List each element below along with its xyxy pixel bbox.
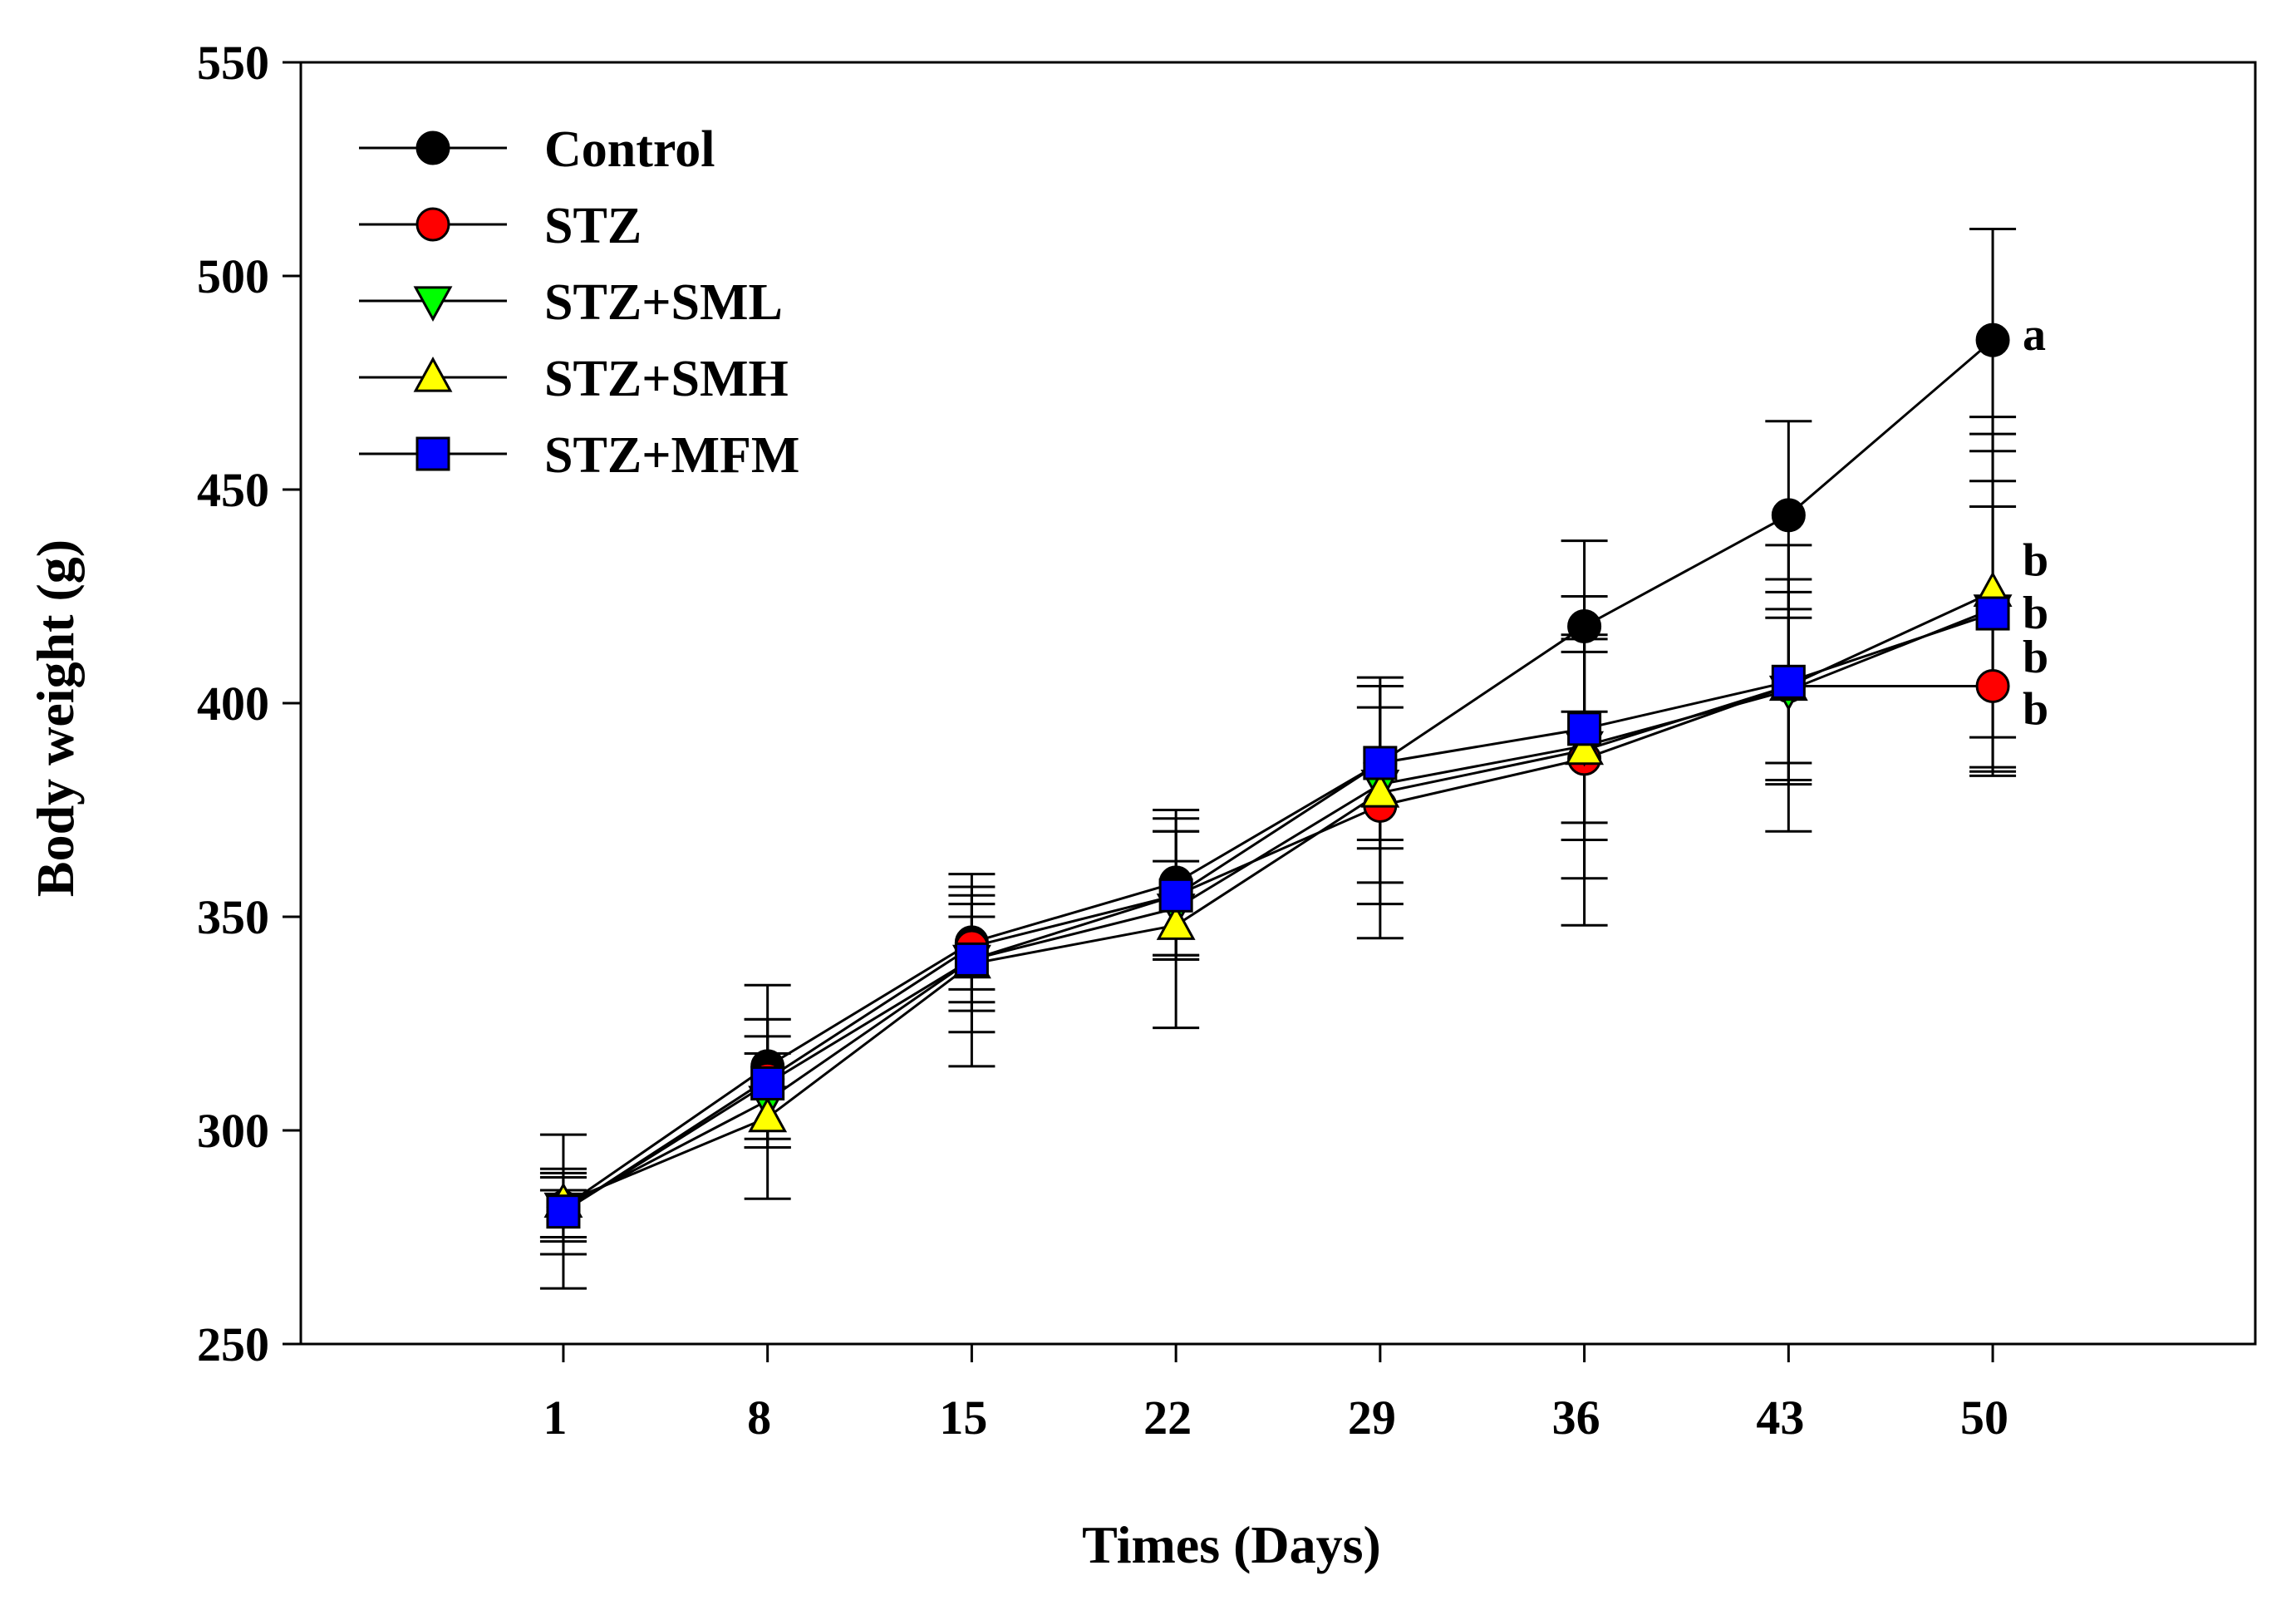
x-tick-label: 43: [1756, 1391, 1804, 1445]
x-tick-label: 8: [747, 1391, 771, 1445]
legend-label-control: Control: [544, 121, 715, 178]
legend-label-stz-mfm: STZ+MFM: [544, 427, 799, 484]
y-tick-label: 500: [197, 249, 269, 303]
significance-label: b: [2023, 632, 2048, 683]
legend-marker-stz-sml: [413, 286, 453, 322]
data-point-control: [1771, 498, 1806, 533]
legend-label-stz: STZ: [544, 198, 642, 254]
data-point-stz-smh: [1156, 904, 1196, 940]
series-lines: [563, 338, 1994, 1213]
x-tick-label: 29: [1348, 1391, 1396, 1445]
plot-frame: [299, 61, 2257, 1346]
data-point-stz-smh: [1565, 729, 1605, 766]
data-point-stz-mfm: [954, 942, 989, 977]
axes: 250 300 350 400 450 500 550 1 8 15 22 29 36 43 50: [197, 36, 2257, 1445]
data-point-stz-mfm: [1363, 746, 1398, 780]
legend-label-stz-smh: STZ+SMH: [544, 351, 789, 407]
legend-marker-stz-mfm: [415, 436, 450, 471]
y-tick-label: 450: [197, 463, 269, 517]
x-tick-label: 22: [1143, 1391, 1192, 1445]
data-point-control: [1975, 322, 2010, 357]
legend-marker-stz-smh: [413, 357, 453, 392]
y-tick-label: 300: [197, 1104, 269, 1158]
legend-label-stz-sml: STZ+SML: [544, 274, 783, 331]
x-tick-label: 50: [1960, 1391, 2008, 1445]
series-markers: [543, 322, 2013, 1229]
data-point-stz-mfm: [546, 1194, 581, 1229]
data-point-stz-smh: [1360, 771, 1400, 808]
legend-marker-control: [415, 130, 450, 165]
legend: Control STZ STZ+SML STZ+SMH STZ+MFM: [359, 121, 799, 484]
y-tick-label: 250: [197, 1317, 269, 1371]
data-point-stz-mfm: [1771, 664, 1806, 699]
significance-label: b: [2023, 588, 2048, 639]
x-tick-label: 36: [1552, 1391, 1600, 1445]
series-line-control: [563, 338, 1994, 1209]
data-point-stz-smh: [748, 1096, 788, 1133]
x-axis-title: Times (Days): [1082, 1515, 1381, 1574]
y-tick-label: 350: [197, 890, 269, 944]
data-point-stz-mfm: [1158, 878, 1193, 913]
y-tick-label: 550: [197, 36, 269, 90]
series-line-stz: [563, 684, 1994, 1213]
series-line-stz-smh: [563, 590, 1994, 1204]
series-line-stz-mfm: [563, 612, 1994, 1213]
legend-marker-stz: [415, 207, 450, 242]
x-tick-label: 15: [939, 1391, 987, 1445]
series-line-stz-sml: [563, 608, 1994, 1209]
significance-label: a: [2023, 309, 2046, 361]
significance-label: b: [2023, 683, 2048, 735]
data-point-control: [1567, 608, 1602, 643]
x-tick-label: 1: [543, 1391, 567, 1445]
significance-label: b: [2023, 534, 2048, 586]
data-point-stz-mfm: [1975, 596, 2010, 631]
y-axis-title: Body weight (g): [26, 539, 85, 897]
y-tick-label: 400: [197, 677, 269, 731]
data-point-stz: [1975, 668, 2010, 703]
data-point-stz-mfm: [1567, 711, 1602, 746]
data-point-stz-mfm: [750, 1066, 785, 1100]
